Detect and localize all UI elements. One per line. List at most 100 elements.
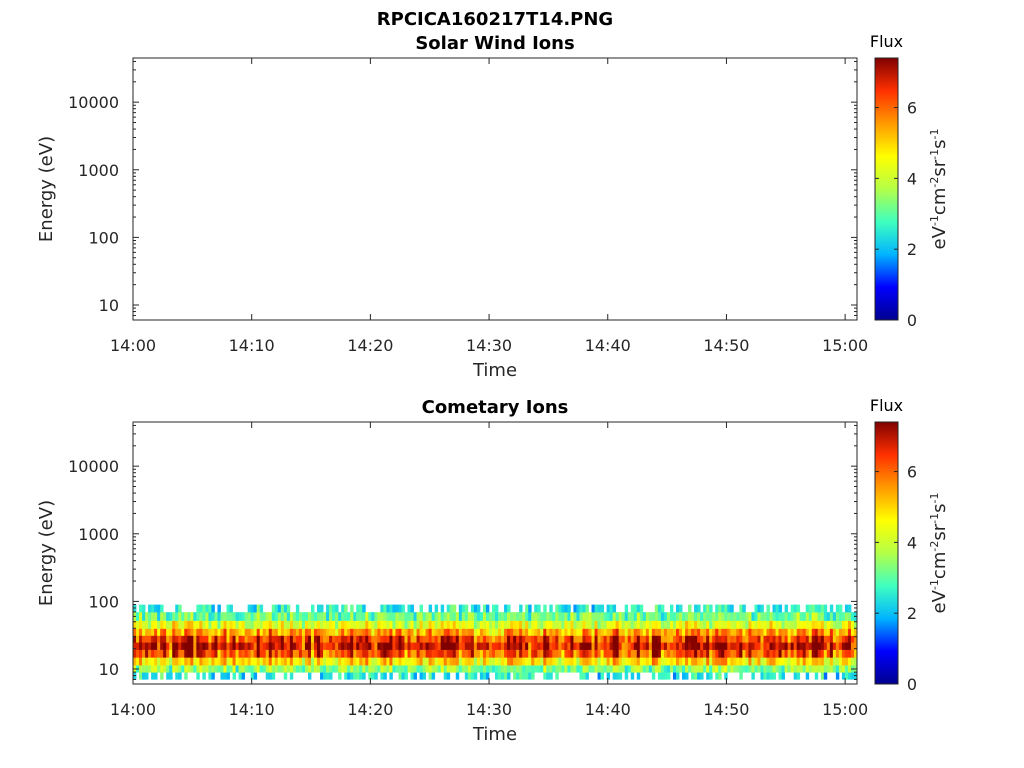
heatmap-cell: [835, 612, 840, 621]
heatmap-cell: [513, 620, 517, 629]
heatmap-cell: [546, 635, 550, 643]
heatmap-cell: [736, 628, 740, 636]
heatmap-cell: [304, 620, 309, 629]
heatmap-cell: [609, 628, 614, 636]
heatmap-cell: [814, 642, 819, 650]
heatmap-cell: [139, 604, 143, 613]
heatmap-cell: [627, 657, 632, 666]
heatmap-cell: [796, 604, 801, 613]
heatmap-cell: [778, 649, 782, 658]
heatmap-cell: [588, 612, 592, 621]
heatmap-cell: [715, 612, 719, 621]
heatmap-cell: [660, 612, 665, 621]
heatmap-cell: [679, 635, 683, 643]
heatmap-cell: [437, 665, 442, 673]
heatmap-cell: [805, 642, 810, 650]
heatmap-cell: [672, 672, 677, 680]
heatmap-cell: [473, 642, 478, 650]
heatmap-cell: [706, 604, 710, 613]
heatmap-cell: [359, 604, 363, 613]
heatmap-cell: [820, 612, 825, 621]
heatmap-cell: [253, 635, 258, 643]
heatmap-cell: [525, 635, 529, 643]
heatmap-cell: [790, 620, 795, 629]
heatmap-cell: [317, 628, 321, 636]
heatmap-cell: [823, 649, 828, 658]
heatmap-cell: [697, 612, 701, 621]
heatmap-cell: [615, 649, 620, 658]
heatmap-cell: [289, 657, 294, 666]
heatmap-cell: [516, 665, 520, 673]
heatmap-cell: [501, 635, 505, 643]
heatmap-cell: [772, 635, 776, 643]
heatmap-cell: [682, 620, 686, 629]
heatmap-cell: [413, 612, 417, 621]
heatmap-cell: [513, 649, 517, 658]
heatmap-cell: [377, 642, 381, 650]
heatmap-cell: [805, 635, 810, 643]
heatmap-cell: [528, 635, 532, 643]
heatmap-cell: [326, 657, 330, 666]
heatmap-cell: [377, 649, 381, 658]
heatmap-cell: [332, 620, 336, 629]
heatmap-cell: [437, 628, 442, 636]
heatmap-cell: [727, 665, 731, 673]
heatmap-cell: [805, 657, 810, 666]
heatmap-cell: [220, 628, 224, 636]
heatmap-cell: [802, 642, 807, 650]
heatmap-cell: [766, 672, 770, 680]
heatmap-cell: [618, 657, 623, 666]
heatmap-cell: [362, 612, 366, 621]
heatmap-cell: [832, 612, 837, 621]
heatmap-cell: [205, 635, 209, 643]
heatmap-cell: [591, 649, 595, 658]
heatmap-cell: [407, 604, 411, 613]
heatmap-cell: [368, 665, 372, 673]
heatmap-cell: [133, 628, 137, 636]
heatmap-cell: [609, 657, 614, 666]
heatmap-cell: [751, 635, 755, 643]
heatmap-cell: [519, 620, 523, 629]
heatmap-cell: [271, 628, 276, 636]
heatmap-cell: [265, 612, 270, 621]
heatmap-cell: [709, 642, 713, 650]
heatmap-cell: [344, 642, 348, 650]
heatmap-cell: [386, 604, 390, 613]
heatmap-cell: [413, 672, 417, 680]
heatmap-cell: [763, 672, 767, 680]
heatmap-cell: [326, 628, 330, 636]
colorbar-tick-label: 2: [907, 604, 917, 623]
heatmap-cell: [443, 612, 448, 621]
y-tick-label: 1000: [78, 525, 119, 544]
heatmap-cell: [458, 642, 463, 650]
heatmap-cell: [362, 628, 366, 636]
heatmap-cell: [395, 628, 399, 636]
heatmap-cell: [142, 657, 146, 666]
heatmap-cell: [476, 628, 481, 636]
heatmap-cell: [552, 628, 556, 636]
heatmap-cell: [654, 665, 659, 673]
heatmap-cell: [645, 628, 650, 636]
heatmap-cell: [259, 604, 264, 613]
heatmap-cell: [347, 642, 351, 650]
heatmap-cell: [546, 657, 550, 666]
heatmap-cell: [721, 649, 725, 658]
heatmap-cell: [733, 649, 737, 658]
heatmap-cell: [775, 620, 779, 629]
heatmap-cell: [295, 642, 300, 650]
heatmap-cell: [751, 620, 755, 629]
heatmap-cell: [772, 672, 776, 680]
heatmap-cell: [347, 620, 351, 629]
heatmap-cell: [166, 672, 170, 680]
heatmap-cell: [467, 612, 472, 621]
heatmap-cell: [323, 657, 327, 666]
heatmap-cell: [648, 612, 653, 621]
heatmap-cell: [404, 649, 408, 658]
heatmap-cell: [467, 642, 472, 650]
heatmap-cell: [395, 635, 399, 643]
heatmap-cell: [320, 657, 324, 666]
heatmap-cell: [847, 672, 852, 680]
heatmap-cell: [730, 642, 734, 650]
heatmap-cell: [564, 620, 568, 629]
heatmap-cell: [579, 657, 583, 666]
